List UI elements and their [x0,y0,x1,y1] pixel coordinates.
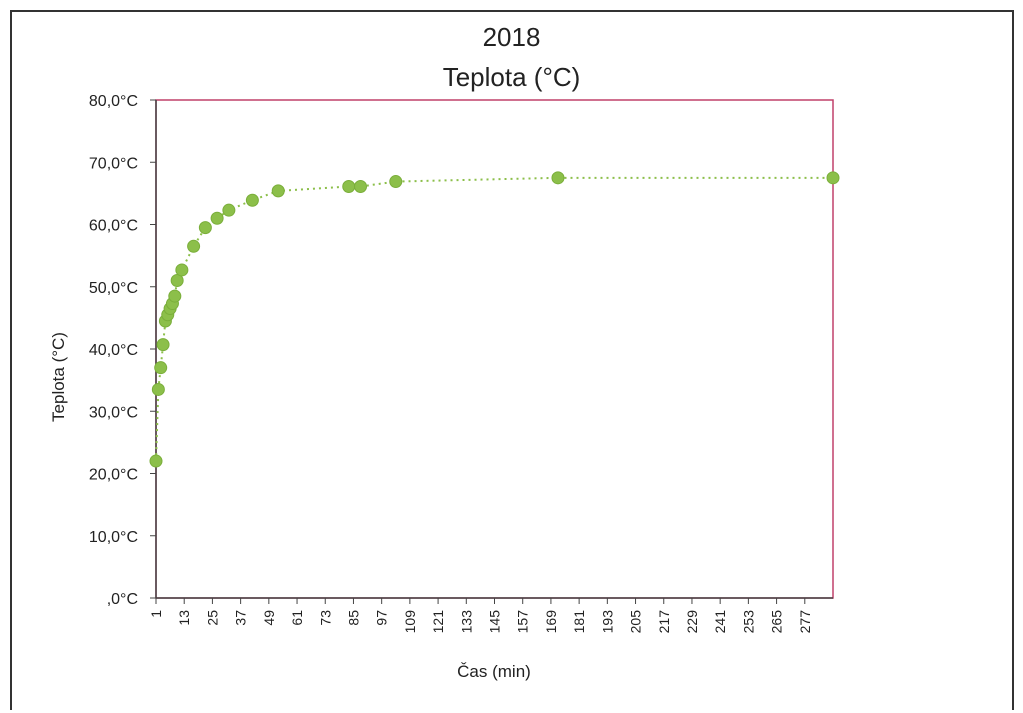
data-point [149,454,163,468]
y-tick-label: 20,0°C [89,467,138,484]
x-tick-label: 121 [430,610,446,634]
data-point [210,211,224,225]
x-tick-label: 1 [148,610,164,618]
plot-border [155,99,834,599]
y-tick-label: ,0°C [107,591,138,608]
chart-subtitle: Teplota (°C) [442,62,581,92]
chart-title: 2018 [482,22,541,52]
data-point [175,263,189,277]
data-point [156,338,170,352]
x-tick-label: 109 [402,610,418,634]
data-point [170,274,184,288]
data-point [168,289,182,303]
data-point [198,221,212,235]
x-tick-label: 277 [797,610,813,634]
x-tick-label: 37 [233,610,249,626]
y-tick-label: 60,0°C [89,218,138,235]
data-point [271,184,285,198]
data-point [342,180,356,194]
y-tick-label: 10,0°C [89,529,138,546]
y-tick-label: 70,0°C [89,155,138,172]
x-tick-label: 169 [543,610,559,634]
data-point [245,193,259,207]
x-tick-label: 145 [487,610,503,634]
x-tick-label: 217 [656,610,672,634]
x-tick-label: 73 [317,610,333,626]
x-tick-label: 97 [374,610,390,626]
data-point [151,382,165,396]
y-axis-label: Teplota (°C) [49,332,68,422]
x-tick-label: 61 [289,610,305,626]
y-tick-label: 30,0°C [89,404,138,421]
data-point [154,361,168,375]
chart-frame [10,10,1014,710]
x-tick-label: 25 [204,610,220,626]
data-point [826,171,840,185]
data-point [187,239,201,253]
y-tick-label: 50,0°C [89,280,138,297]
x-tick-label: 85 [345,610,361,626]
x-axis-label: Čas (min) [457,662,531,681]
data-point [354,180,368,194]
series-line [155,176,833,462]
x-tick-label: 193 [599,610,615,634]
x-tick-label: 49 [261,610,277,626]
x-tick-label: 181 [571,610,587,634]
data-point [222,203,236,217]
data-point [389,175,403,189]
x-tick-label: 241 [712,610,728,634]
x-tick-label: 229 [684,610,700,634]
x-tick-label: 133 [458,610,474,634]
data-point [551,171,565,185]
x-tick-label: 253 [740,610,756,634]
y-tick-label: 80,0°C [89,93,138,110]
x-tick-label: 205 [628,610,644,634]
y-tick-label: 40,0°C [89,342,138,359]
x-tick-label: 157 [515,610,531,634]
x-tick-label: 265 [769,610,785,634]
x-tick-label: 13 [176,610,192,626]
